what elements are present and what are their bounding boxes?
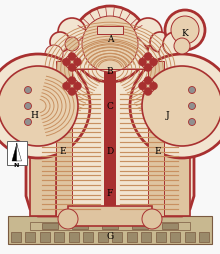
Circle shape bbox=[68, 64, 76, 71]
Bar bbox=[156, 232, 166, 242]
Circle shape bbox=[144, 64, 152, 71]
Circle shape bbox=[82, 16, 138, 72]
Bar bbox=[69, 232, 79, 242]
Bar bbox=[112, 232, 122, 242]
Bar bbox=[42, 223, 58, 229]
Circle shape bbox=[141, 79, 155, 93]
Bar bbox=[7, 141, 26, 165]
Circle shape bbox=[174, 38, 190, 54]
Bar bbox=[54, 232, 64, 242]
Bar bbox=[11, 232, 21, 242]
Circle shape bbox=[144, 53, 152, 60]
Circle shape bbox=[50, 32, 70, 52]
Text: N: N bbox=[14, 163, 19, 168]
Circle shape bbox=[73, 82, 81, 90]
Circle shape bbox=[189, 119, 196, 125]
Circle shape bbox=[142, 209, 162, 229]
Circle shape bbox=[24, 119, 31, 125]
Circle shape bbox=[68, 53, 76, 60]
Polygon shape bbox=[16, 143, 22, 161]
Circle shape bbox=[163, 32, 187, 56]
Bar bbox=[104, 26, 116, 216]
Text: A: A bbox=[107, 35, 113, 44]
Circle shape bbox=[142, 66, 220, 146]
Circle shape bbox=[58, 18, 86, 46]
Bar bbox=[30, 222, 190, 230]
Bar bbox=[199, 232, 209, 242]
Text: D: D bbox=[106, 147, 114, 156]
Wedge shape bbox=[68, 27, 152, 69]
Bar bbox=[56, 61, 72, 216]
Circle shape bbox=[130, 54, 220, 158]
Text: C: C bbox=[106, 102, 114, 111]
Circle shape bbox=[141, 55, 155, 69]
Text: K: K bbox=[181, 28, 188, 38]
Circle shape bbox=[0, 54, 90, 158]
Bar bbox=[26, 232, 35, 242]
Circle shape bbox=[139, 82, 147, 90]
Bar bbox=[40, 232, 50, 242]
Polygon shape bbox=[30, 74, 56, 216]
Bar bbox=[72, 223, 88, 229]
Circle shape bbox=[144, 76, 152, 85]
Circle shape bbox=[62, 58, 70, 66]
Bar bbox=[170, 232, 180, 242]
Bar bbox=[102, 223, 118, 229]
Circle shape bbox=[58, 209, 78, 229]
Circle shape bbox=[0, 66, 78, 146]
Circle shape bbox=[24, 103, 31, 109]
Circle shape bbox=[144, 87, 152, 96]
Circle shape bbox=[139, 58, 147, 66]
Bar bbox=[98, 232, 108, 242]
Bar bbox=[132, 223, 148, 229]
Circle shape bbox=[150, 58, 158, 66]
Bar bbox=[185, 232, 194, 242]
Circle shape bbox=[150, 32, 170, 52]
Circle shape bbox=[68, 76, 76, 85]
Bar bbox=[104, 26, 116, 216]
Bar bbox=[141, 232, 151, 242]
Text: J: J bbox=[165, 111, 169, 120]
Circle shape bbox=[150, 82, 158, 90]
Text: E: E bbox=[59, 147, 66, 156]
Circle shape bbox=[65, 55, 79, 69]
Bar bbox=[68, 206, 152, 226]
Polygon shape bbox=[11, 143, 16, 161]
Circle shape bbox=[65, 37, 79, 51]
Text: F: F bbox=[107, 188, 113, 198]
Circle shape bbox=[68, 87, 76, 96]
Circle shape bbox=[189, 87, 196, 93]
Circle shape bbox=[73, 58, 81, 66]
Text: E: E bbox=[154, 147, 161, 156]
Bar bbox=[148, 61, 164, 216]
Circle shape bbox=[159, 43, 177, 61]
Circle shape bbox=[24, 87, 31, 93]
Bar bbox=[83, 232, 93, 242]
Text: H: H bbox=[30, 111, 38, 120]
Circle shape bbox=[189, 103, 196, 109]
Circle shape bbox=[171, 16, 199, 44]
Bar bbox=[8, 216, 212, 244]
Text: B: B bbox=[107, 67, 113, 76]
Bar bbox=[127, 232, 137, 242]
Text: G: G bbox=[106, 232, 114, 241]
Circle shape bbox=[165, 10, 205, 50]
Circle shape bbox=[62, 82, 70, 90]
Polygon shape bbox=[26, 20, 194, 216]
Polygon shape bbox=[164, 74, 190, 216]
Bar bbox=[97, 26, 123, 34]
Bar bbox=[162, 223, 178, 229]
Circle shape bbox=[45, 45, 63, 63]
Circle shape bbox=[65, 79, 79, 93]
Circle shape bbox=[134, 18, 162, 46]
Circle shape bbox=[72, 6, 148, 82]
